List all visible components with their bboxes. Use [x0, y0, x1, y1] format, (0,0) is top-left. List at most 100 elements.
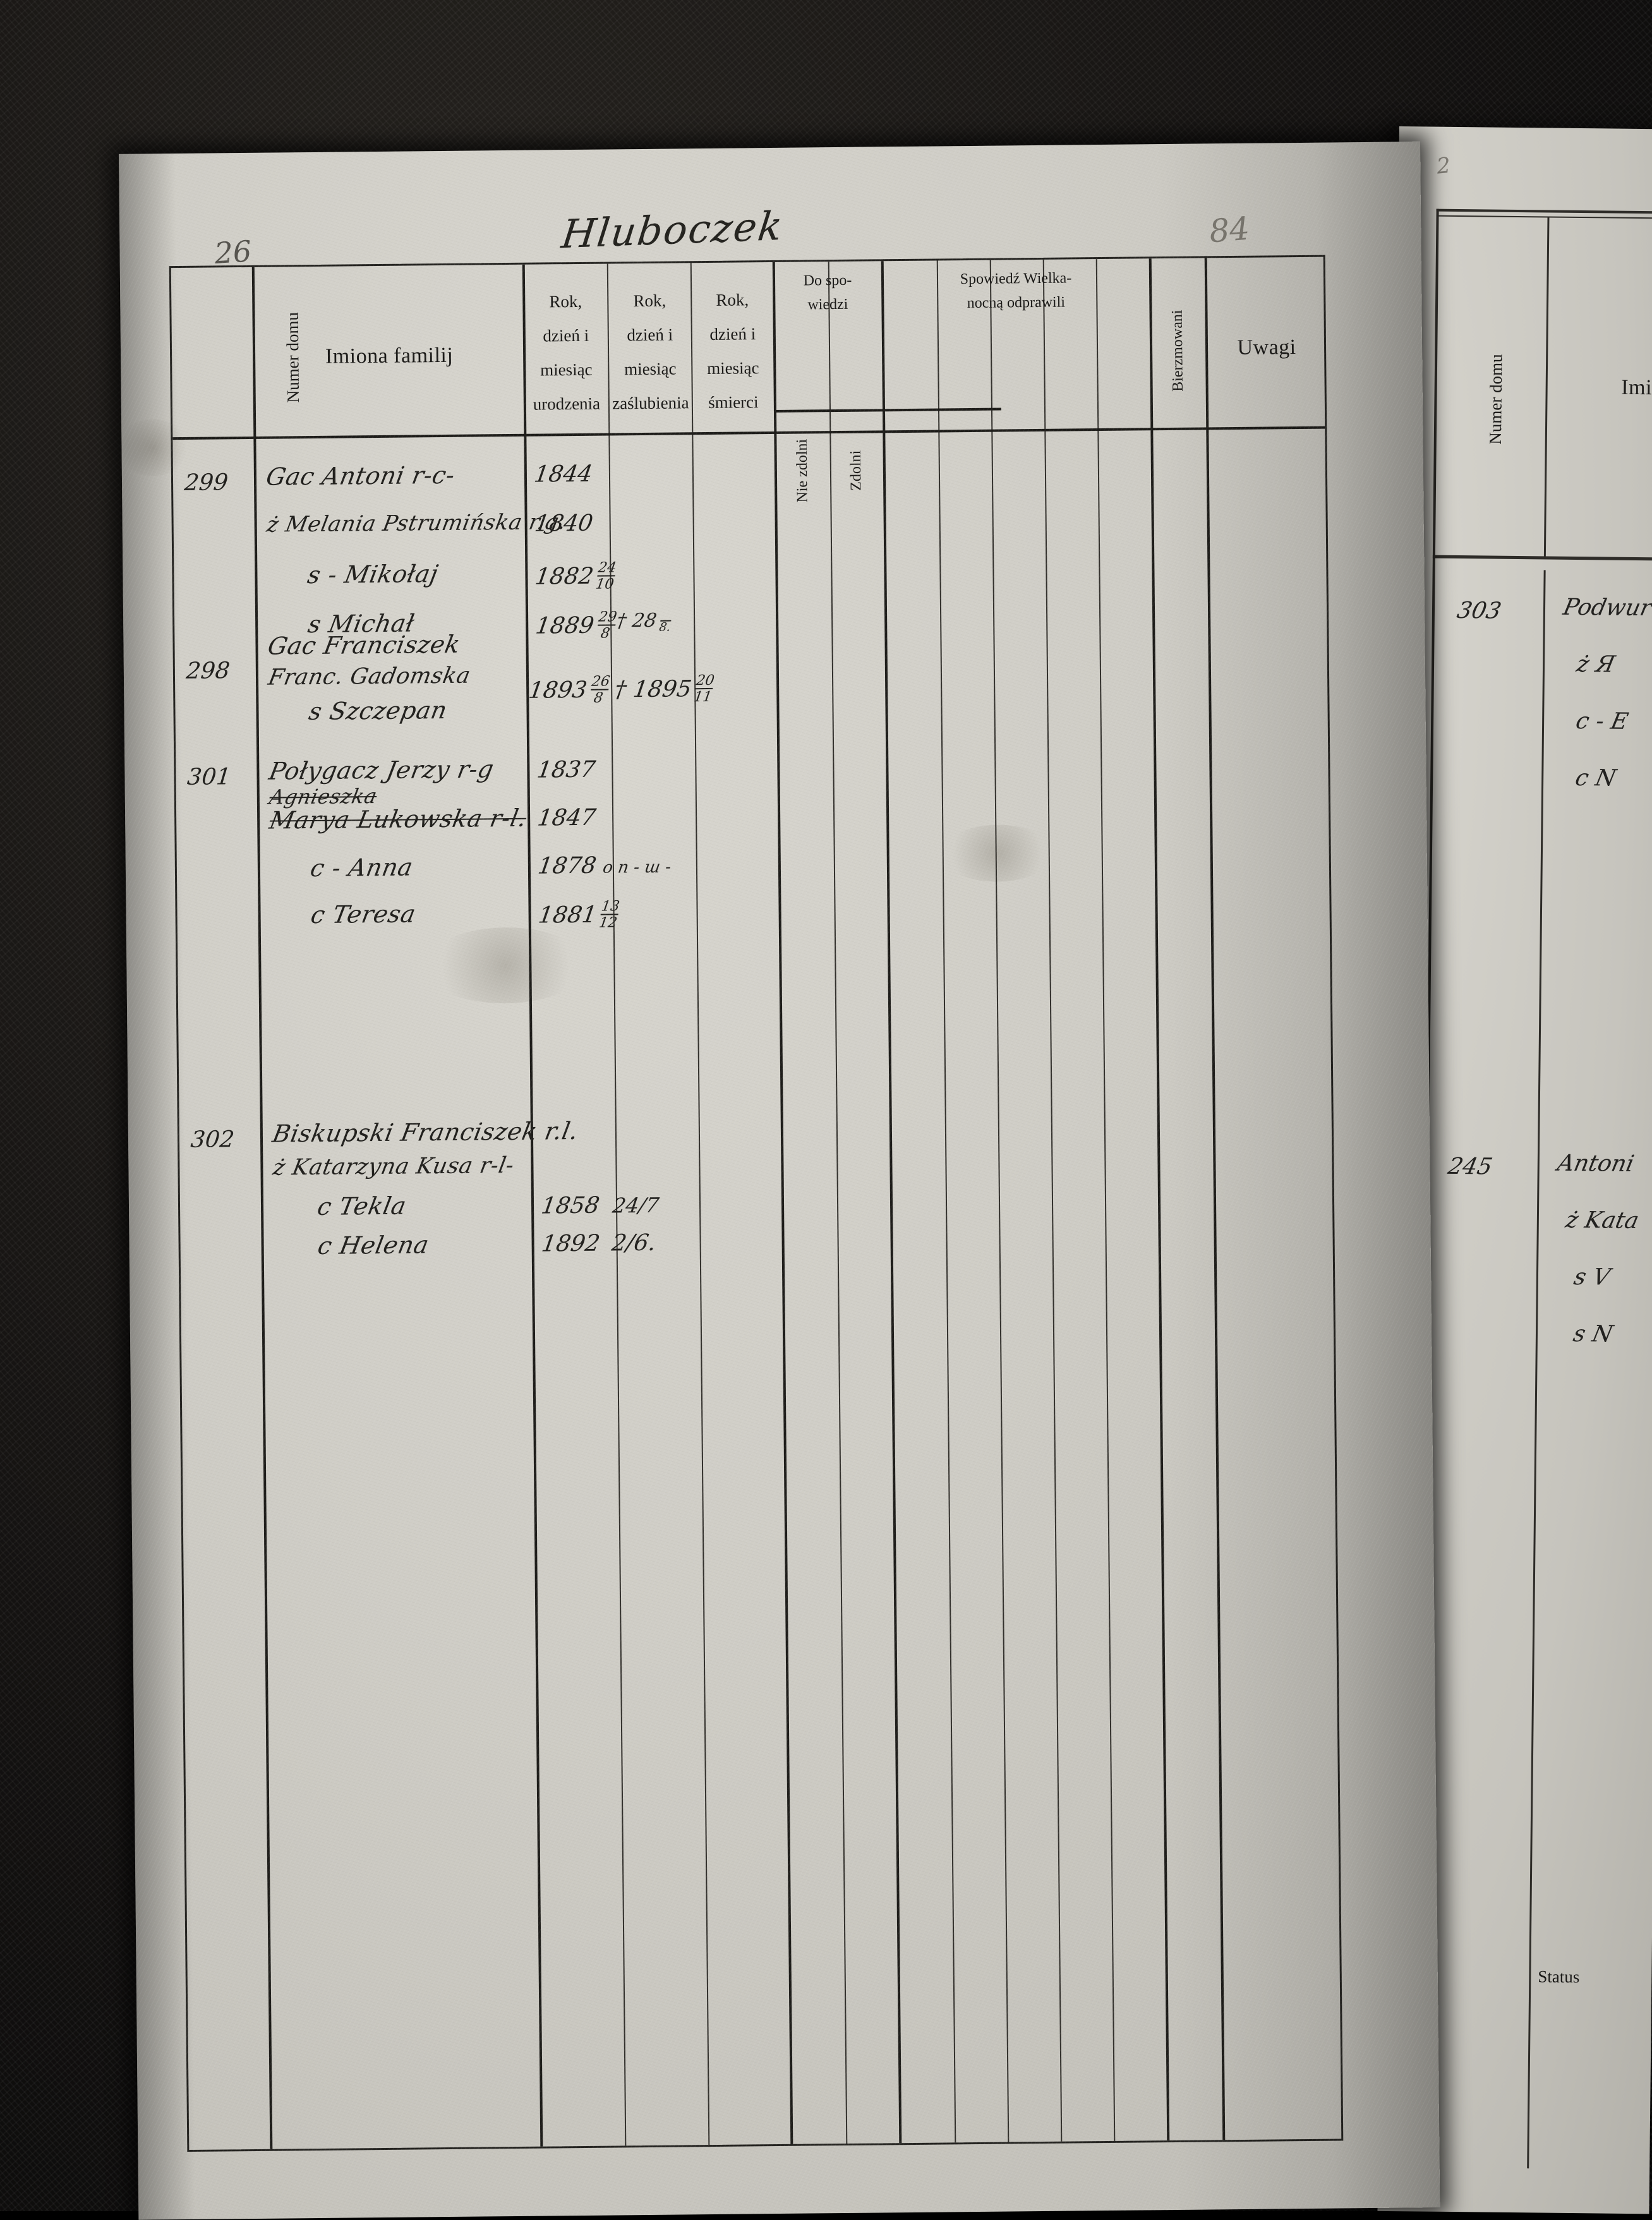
right-entry-line-0-2: c - E	[1573, 708, 1631, 735]
right-entry-line-1-2: s V	[1571, 1264, 1613, 1291]
right-page-footer-status: Status	[1538, 1967, 1580, 1987]
right-entry-line-1-1: ż Kata	[1563, 1207, 1641, 1234]
folio-number-pencil: 84	[1208, 210, 1251, 250]
header-marriage-line4: zaślubienia	[612, 393, 689, 413]
entry-death-date: † 1895 20 11	[613, 672, 716, 705]
rule-easter-right	[1149, 258, 1170, 2141]
entry-birth-day-month: 24 10	[594, 559, 618, 593]
right-entry-house-number-1: 245	[1445, 1153, 1495, 1180]
right-page-header-house-number: Numer domu	[1485, 353, 1506, 445]
entry-birth-day-month: 2/6.	[610, 1229, 658, 1257]
header-confirmed: Bierzmowani	[1169, 310, 1186, 392]
entry-name: c Tekla	[315, 1191, 409, 1221]
header-easter-line2: nocną odprawili	[967, 294, 1066, 312]
right-page-border-top	[1436, 208, 1652, 214]
folio-far-right: 2	[1435, 152, 1452, 179]
entry-birth-date: 1882 24 10	[533, 559, 618, 593]
header-confession-unable: Nie zdolni	[793, 439, 811, 503]
header-death-line3: miesiąc	[706, 358, 759, 378]
header-easter-line1: Spowiedź Wielka-	[960, 270, 1072, 288]
entry-birth-year: 1878	[536, 852, 598, 879]
entry-name: Biskupski Franciszek r.l.	[270, 1116, 581, 1148]
entry-birth-day-month: 13 12	[598, 898, 621, 931]
entry-name: c - Anna	[308, 853, 416, 883]
header-confession-able: Zdolni	[847, 450, 865, 491]
right-entry-line-0-1: ż Я	[1574, 651, 1617, 678]
entry-death-day-month: 20 11	[692, 672, 716, 705]
entry-birth-date: 1840	[533, 510, 595, 537]
rule-death-right	[772, 262, 793, 2144]
entry-birth-date: 1878 o n - ш -	[536, 852, 673, 879]
entry-name: c Teresa	[308, 900, 418, 929]
rule-names-right	[522, 264, 543, 2147]
entry-house-number: 302	[190, 1126, 236, 1153]
right-page-header-rule	[1432, 555, 1652, 561]
entry-birth-day-month: 26 8	[588, 673, 611, 706]
entry-birth-year: 1889	[534, 612, 596, 639]
entry-birth-day-month: 24/7	[611, 1193, 661, 1218]
header-birth-line4: urodzenia	[533, 394, 601, 414]
entry-birth-suffix: o n - ш -	[601, 857, 673, 878]
rule-easter-4	[1095, 259, 1116, 2141]
entry-birth-date: 1858 24/7	[540, 1192, 661, 1219]
rule-house-number-right	[251, 267, 273, 2149]
rule-easter-3	[1042, 259, 1063, 2142]
entry-house-number: 298	[184, 658, 231, 684]
header-marriage-line1: Rok,	[633, 291, 666, 311]
register-page: 26 Hluboczek 84 Numer domu Imiona famili…	[115, 142, 1440, 2220]
right-entry-house-number-0: 303	[1454, 598, 1504, 624]
rule-easter-1	[936, 260, 956, 2143]
entry-birth-date: 1889 29 8	[534, 608, 618, 641]
rule-marriage-right	[690, 263, 710, 2145]
entry-name: s - Mikołaj	[305, 560, 441, 589]
rule-confirmed-right	[1204, 258, 1226, 2140]
register-table: Numer domu Imiona familij Rok, dzień i m…	[169, 255, 1344, 2152]
entry-house-number: 301	[186, 764, 232, 790]
entry-name: ż Katarzyna Kusa r-l-	[270, 1152, 517, 1181]
header-confession-line1: Do spo-	[803, 272, 852, 289]
entry-birth-date: 1893 26 8	[527, 673, 611, 706]
entry-birth-year: 1892	[540, 1230, 602, 1257]
right-entry-line-1-3: s N	[1571, 1321, 1615, 1348]
right-page-col-divider-lower	[1527, 570, 1546, 2169]
entry-name: s Szczepan	[306, 696, 450, 726]
right-page-col-divider	[1543, 216, 1550, 558]
entry-name: Gac Antoni r-c-	[263, 461, 457, 491]
header-confession-line2: wiedzi	[807, 296, 848, 313]
entry-birth-year: 1881	[536, 902, 599, 929]
entry-birth-day-month: 29 8	[595, 608, 618, 641]
header-family-names: Imiona familij	[325, 343, 454, 368]
entry-house-number: 299	[183, 469, 229, 496]
header-marriage-line2: dzień i	[627, 325, 673, 345]
header-death-line4: śmierci	[708, 392, 759, 413]
rule-easter-2	[989, 260, 1010, 2142]
header-death-line1: Rok,	[716, 290, 749, 310]
entry-birth-date: 1844	[532, 461, 594, 488]
header-remarks: Uwagi	[1237, 335, 1296, 359]
entry-birth-date: 1837	[535, 756, 598, 783]
header-marriage-line3: miesiąc	[624, 359, 677, 379]
entry-birth-year: 1882	[533, 563, 596, 590]
rule-confession-right	[881, 261, 902, 2144]
header-birth-line3: miesiąc	[540, 359, 593, 380]
entry-birth-year: 1893	[527, 677, 589, 704]
entry-death-year: † 1895	[613, 676, 694, 703]
entry-name: Gac Franciszek	[265, 630, 463, 660]
entry-birth-year: 1858	[540, 1192, 601, 1219]
right-entry-line-1-0: Antoni	[1555, 1150, 1637, 1177]
right-page-header-family-names: Imi	[1621, 375, 1652, 399]
header-birth-line1: Rok,	[549, 292, 582, 311]
entry-death-day-month: 8.	[658, 620, 672, 634]
village-title: Hluboczek	[558, 202, 787, 258]
entry-birth-date: 1892 2/6.	[540, 1230, 658, 1257]
entry-name: ż Melania Pstrumińska r.g.	[264, 509, 569, 538]
header-death-line2: dzień i	[709, 324, 756, 344]
right-entry-line-0-3: c N	[1573, 765, 1619, 792]
entry-name-struck: Marya Lukowska r-l.	[267, 804, 529, 835]
entry-name: c Helena	[315, 1231, 431, 1260]
header-birth-line2: dzień i	[543, 325, 589, 346]
entry-name: Połygacz Jerzy r-g	[267, 755, 497, 785]
rule-unable-right	[828, 262, 848, 2144]
right-entry-line-0-0: Podwur	[1560, 594, 1652, 622]
entry-name: Franc. Gadomska	[266, 663, 473, 691]
